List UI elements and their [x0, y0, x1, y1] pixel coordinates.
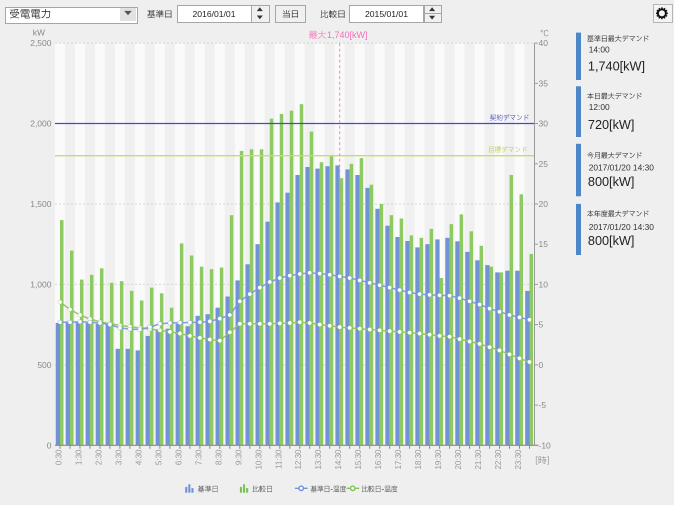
svg-text:18:30: 18:30: [414, 449, 423, 470]
svg-text:0: 0: [47, 440, 52, 450]
svg-text:1,740[kW]: 1,740[kW]: [588, 60, 645, 74]
svg-text:2,000: 2,000: [30, 119, 52, 129]
svg-text:12:30: 12:30: [294, 449, 303, 470]
svg-text:13:30: 13:30: [314, 449, 323, 470]
svg-text:14:30: 14:30: [334, 449, 343, 470]
svg-text:1,740[kW]: 1,740[kW]: [327, 30, 368, 40]
svg-text:-10: -10: [539, 440, 552, 450]
svg-text:2016/01/01: 2016/01/01: [192, 9, 235, 19]
svg-text:4:30: 4:30: [134, 449, 143, 465]
svg-text:12:00: 12:00: [589, 102, 610, 112]
svg-text:0:30: 0:30: [55, 449, 64, 465]
svg-text:800[kW]: 800[kW]: [588, 234, 635, 248]
svg-text:3:30: 3:30: [114, 449, 123, 465]
svg-text:2017/01/20 14:30: 2017/01/20 14:30: [589, 163, 655, 173]
svg-text:800[kW]: 800[kW]: [588, 175, 635, 189]
svg-text:2015/01/01: 2015/01/01: [365, 9, 408, 19]
svg-text:kW: kW: [33, 28, 45, 38]
svg-text:35: 35: [539, 78, 549, 88]
svg-text:500: 500: [37, 360, 51, 370]
svg-text:1,000: 1,000: [30, 279, 52, 289]
svg-text:40: 40: [539, 38, 549, 48]
svg-text:8:30: 8:30: [214, 449, 223, 465]
svg-text:6:30: 6:30: [174, 449, 183, 465]
svg-text:10: 10: [539, 279, 549, 289]
svg-text:9:30: 9:30: [234, 449, 243, 465]
svg-text:25: 25: [539, 159, 549, 169]
svg-text:5: 5: [539, 320, 544, 330]
svg-text:720[kW]: 720[kW]: [588, 118, 635, 132]
svg-text:10:30: 10:30: [254, 449, 263, 470]
svg-text:23:30: 23:30: [514, 449, 523, 470]
svg-text:14:00: 14:00: [589, 44, 610, 54]
svg-text:17:30: 17:30: [394, 449, 403, 470]
svg-text:15: 15: [539, 239, 549, 249]
svg-text:2,500: 2,500: [30, 38, 52, 48]
svg-text:22:30: 22:30: [494, 449, 503, 470]
svg-text:5:30: 5:30: [154, 449, 163, 465]
svg-text:2:30: 2:30: [95, 449, 104, 465]
svg-text:16:30: 16:30: [374, 449, 383, 470]
svg-text:21:30: 21:30: [474, 449, 483, 470]
svg-text:1,500: 1,500: [30, 199, 52, 209]
svg-text:11:30: 11:30: [274, 449, 283, 469]
svg-text:1:30: 1:30: [75, 449, 84, 465]
svg-text:30: 30: [539, 119, 549, 129]
svg-text:7:30: 7:30: [194, 449, 203, 465]
svg-text:-5: -5: [539, 400, 547, 410]
svg-text:20: 20: [539, 199, 549, 209]
svg-text:20:30: 20:30: [454, 449, 463, 470]
svg-text:15:30: 15:30: [354, 449, 363, 470]
svg-text:19:30: 19:30: [434, 449, 443, 470]
svg-text:0: 0: [539, 360, 544, 370]
svg-text:2017/01/20 14:30: 2017/01/20 14:30: [589, 222, 655, 232]
